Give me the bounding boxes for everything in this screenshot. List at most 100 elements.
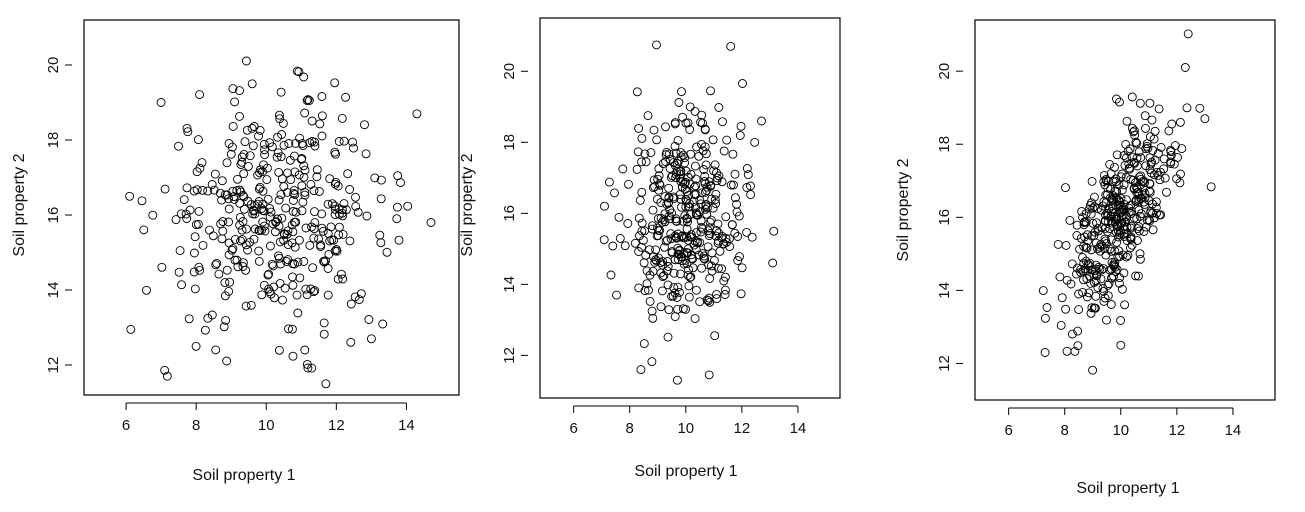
data-point <box>1139 227 1149 236</box>
data-point <box>1177 144 1187 154</box>
data-point <box>1121 172 1131 182</box>
data-point <box>669 283 679 293</box>
data-point <box>654 185 664 195</box>
panel-3: 6 8 10 12 14 12 14 16 18 20 Soil property 1 Soil … <box>895 19 1276 497</box>
data-point <box>665 214 675 224</box>
data-point <box>705 223 714 233</box>
data-point <box>1091 276 1101 286</box>
data-point <box>666 172 676 182</box>
data-point <box>160 184 170 194</box>
data-point <box>690 106 700 116</box>
data-point <box>260 226 270 236</box>
data-point <box>366 334 376 344</box>
data-point <box>278 118 288 128</box>
data-point <box>1125 243 1135 253</box>
data-point <box>1112 265 1122 274</box>
data-point <box>299 72 309 82</box>
data-point <box>695 297 705 307</box>
data-point <box>1126 174 1136 184</box>
data-point <box>412 109 422 119</box>
data-point <box>339 136 349 146</box>
data-point <box>1141 161 1151 171</box>
data-point <box>604 177 614 187</box>
data-point <box>265 287 275 297</box>
data-point <box>730 169 740 179</box>
data-point <box>248 209 258 219</box>
data-point <box>639 339 649 349</box>
data-point <box>659 271 669 281</box>
data-point <box>301 223 311 233</box>
data-point <box>1129 184 1139 194</box>
data-point <box>375 230 385 240</box>
data-point <box>334 137 344 146</box>
data-point <box>1107 264 1117 274</box>
data-point <box>346 337 356 347</box>
data-point <box>1126 223 1136 233</box>
data-point <box>706 215 716 225</box>
data-point <box>1120 300 1130 310</box>
data-point <box>734 211 744 221</box>
data-point <box>274 167 284 177</box>
data-point <box>351 201 361 211</box>
data-point <box>705 274 715 283</box>
data-point <box>694 151 704 161</box>
data-point <box>217 234 227 244</box>
data-point <box>719 276 729 286</box>
data-point <box>330 179 340 189</box>
data-point <box>1150 126 1160 136</box>
data-point <box>1088 218 1098 228</box>
data-point <box>1135 98 1145 108</box>
data-point <box>728 149 738 159</box>
data-point <box>742 183 752 192</box>
data-point <box>125 191 135 201</box>
data-point <box>1088 365 1098 375</box>
data-point <box>229 192 239 202</box>
data-point <box>191 341 201 351</box>
data-point <box>1107 212 1116 222</box>
data-point <box>648 313 658 323</box>
data-point <box>281 203 291 213</box>
data-point <box>624 179 633 189</box>
data-point <box>392 202 402 212</box>
data-point <box>702 295 712 305</box>
data-point <box>378 319 388 329</box>
data-point <box>642 279 652 289</box>
data-point <box>1110 186 1120 196</box>
data-point <box>673 255 683 265</box>
data-point <box>1131 271 1141 281</box>
data-point <box>198 240 208 250</box>
y-tick-label: 16 <box>45 207 62 224</box>
data-point <box>238 191 248 200</box>
data-point <box>323 290 333 300</box>
data-point <box>203 313 213 323</box>
data-point <box>293 257 303 267</box>
data-point <box>193 135 203 145</box>
data-point <box>666 229 676 239</box>
data-point <box>733 256 743 265</box>
data-point <box>171 215 181 225</box>
data-point <box>1153 170 1163 180</box>
data-point <box>280 283 290 293</box>
data-point <box>1130 126 1139 136</box>
data-point <box>640 226 650 236</box>
data-point <box>1078 212 1088 222</box>
data-point <box>1085 258 1095 268</box>
data-point <box>684 190 693 200</box>
data-point <box>306 284 316 294</box>
data-point <box>681 166 691 176</box>
data-point <box>1166 157 1176 167</box>
data-point <box>610 188 619 198</box>
data-point <box>1118 205 1128 215</box>
data-point <box>1090 227 1100 237</box>
data-point <box>680 158 690 168</box>
data-point <box>274 195 284 205</box>
data-point <box>157 262 167 272</box>
data-point <box>306 179 316 189</box>
data-point <box>647 357 657 367</box>
data-point <box>704 370 714 380</box>
data-point <box>642 266 652 276</box>
data-point <box>673 135 683 145</box>
data-point <box>235 86 244 96</box>
data-point <box>271 217 281 227</box>
